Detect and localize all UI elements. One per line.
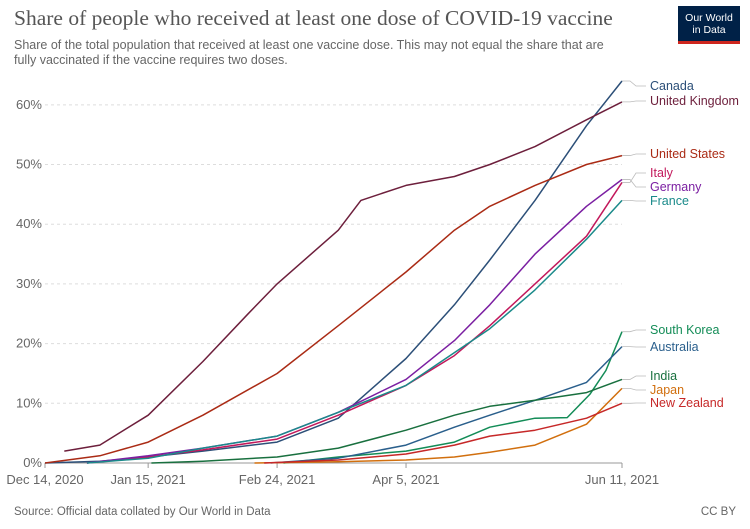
label-connector-india	[622, 375, 646, 380]
logo-line1: Our World	[685, 11, 733, 24]
owid-logo[interactable]: Our World in Data	[678, 6, 740, 44]
series-label-italy[interactable]: Italy	[650, 166, 674, 180]
label-connector-italy	[622, 172, 646, 183]
chart-subtitle: Share of the total population that recei…	[14, 38, 604, 67]
series-label-japan[interactable]: Japan	[650, 383, 684, 397]
chart-title: Share of people who received at least on…	[14, 6, 613, 30]
logo-line2: in Data	[692, 23, 726, 36]
y-tick-label: 50%	[16, 157, 42, 172]
x-tick-label: Jun 11, 2021	[585, 472, 659, 487]
series-label-australia[interactable]: Australia	[650, 340, 699, 354]
x-axis: Dec 14, 2020 Jan 15, 2021 Feb 24, 2021 Apr …	[6, 463, 659, 487]
series-label-new-zealand[interactable]: New Zealand	[650, 396, 724, 410]
label-connector-south-korea	[622, 329, 646, 333]
x-tick-label: Jan 15, 2021	[111, 472, 186, 487]
label-connector-canada	[622, 80, 646, 87]
line-germany[interactable]	[86, 178, 623, 464]
y-tick-label: 20%	[16, 336, 42, 351]
y-tick-label: 60%	[16, 97, 42, 112]
series-label-south-korea[interactable]: South Korea	[650, 323, 720, 337]
line-chart: 0% 10% 20% 30% 40% 50% 60% Dec 14, 2020 Jan 15,…	[6, 79, 739, 487]
label-connector-germany	[622, 179, 646, 188]
label-connector-united-kingdom	[622, 100, 646, 103]
y-tick-label: 10%	[16, 395, 42, 410]
y-tick-label: 30%	[16, 276, 42, 291]
y-tick-label: 0%	[23, 455, 42, 470]
line-france[interactable]	[86, 199, 623, 464]
y-axis: 0% 10% 20% 30% 40% 50% 60%	[16, 97, 42, 470]
label-connector-united-states	[622, 153, 646, 156]
line-united-kingdom[interactable]	[64, 101, 623, 452]
license-link[interactable]: CC BY	[700, 506, 736, 518]
x-tick-label: Dec 14, 2020	[6, 472, 83, 487]
line-south-korea[interactable]	[283, 331, 623, 464]
label-connector-japan	[622, 387, 646, 391]
series-label-india[interactable]: India	[650, 369, 677, 383]
series-label-united-kingdom[interactable]: United Kingdom	[650, 94, 739, 108]
x-tick-label: Feb 24, 2021	[239, 472, 316, 487]
line-japan[interactable]	[254, 387, 623, 464]
series-label-germany[interactable]: Germany	[650, 180, 702, 194]
series-lines	[44, 80, 623, 464]
line-united-states[interactable]	[44, 154, 623, 464]
series-label-france[interactable]: France	[650, 194, 689, 208]
line-canada[interactable]	[44, 80, 623, 464]
series-label-united-states[interactable]: United States	[650, 147, 725, 161]
line-australia[interactable]	[270, 346, 623, 464]
series-label-canada[interactable]: Canada	[650, 79, 694, 93]
line-india[interactable]	[151, 378, 623, 464]
label-connector-france	[622, 199, 646, 202]
source-note: Source: Official data collated by Our Wo…	[14, 506, 271, 518]
line-new-zealand[interactable]	[264, 402, 623, 464]
y-tick-label: 40%	[16, 216, 42, 231]
x-tick-label: Apr 5, 2021	[372, 472, 439, 487]
